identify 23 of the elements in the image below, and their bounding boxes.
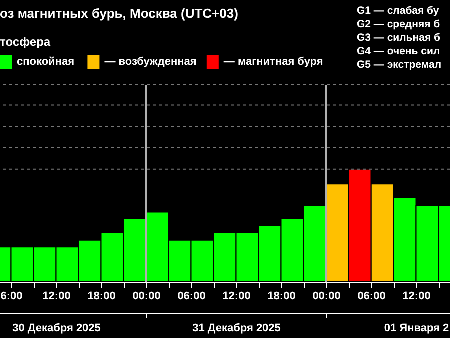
- x2-tick-label: 01 Января 2: [384, 322, 450, 334]
- x-tick-label: 18:00: [268, 290, 296, 302]
- x2-tick-label: 30 Декабря 2025: [12, 322, 101, 334]
- x-tick-label: 6:00: [0, 290, 23, 302]
- chart-subtitle: тосфера: [0, 35, 51, 49]
- text: G3 — сильная б: [357, 32, 441, 44]
- text: G4 — очень сил: [357, 46, 440, 58]
- x-tick-label: 00:00: [132, 290, 161, 302]
- text: G1 — слабая бу: [357, 5, 440, 17]
- legend-label: спокойная: [17, 56, 75, 68]
- x-tick-label: 12:00: [402, 290, 431, 302]
- x-tick-label: 06:00: [178, 290, 206, 302]
- x-tick-label: 00:00: [312, 290, 341, 302]
- x2-tick-label: 31 Декабря 2025: [192, 322, 281, 334]
- x-tick-label: 12:00: [222, 290, 251, 302]
- chart-title: оз магнитных бурь, Москва (UTC+03): [0, 6, 238, 21]
- x-tick-label: 06:00: [358, 290, 386, 302]
- legend-label: — возбужденная: [104, 56, 197, 68]
- text: G2 — средняя б: [357, 18, 441, 30]
- legend-label: — магнитная буря: [224, 56, 324, 68]
- text: G5 — экстремал: [357, 59, 442, 71]
- x-tick-label: 18:00: [88, 290, 116, 302]
- x-tick-label: 12:00: [42, 290, 71, 302]
